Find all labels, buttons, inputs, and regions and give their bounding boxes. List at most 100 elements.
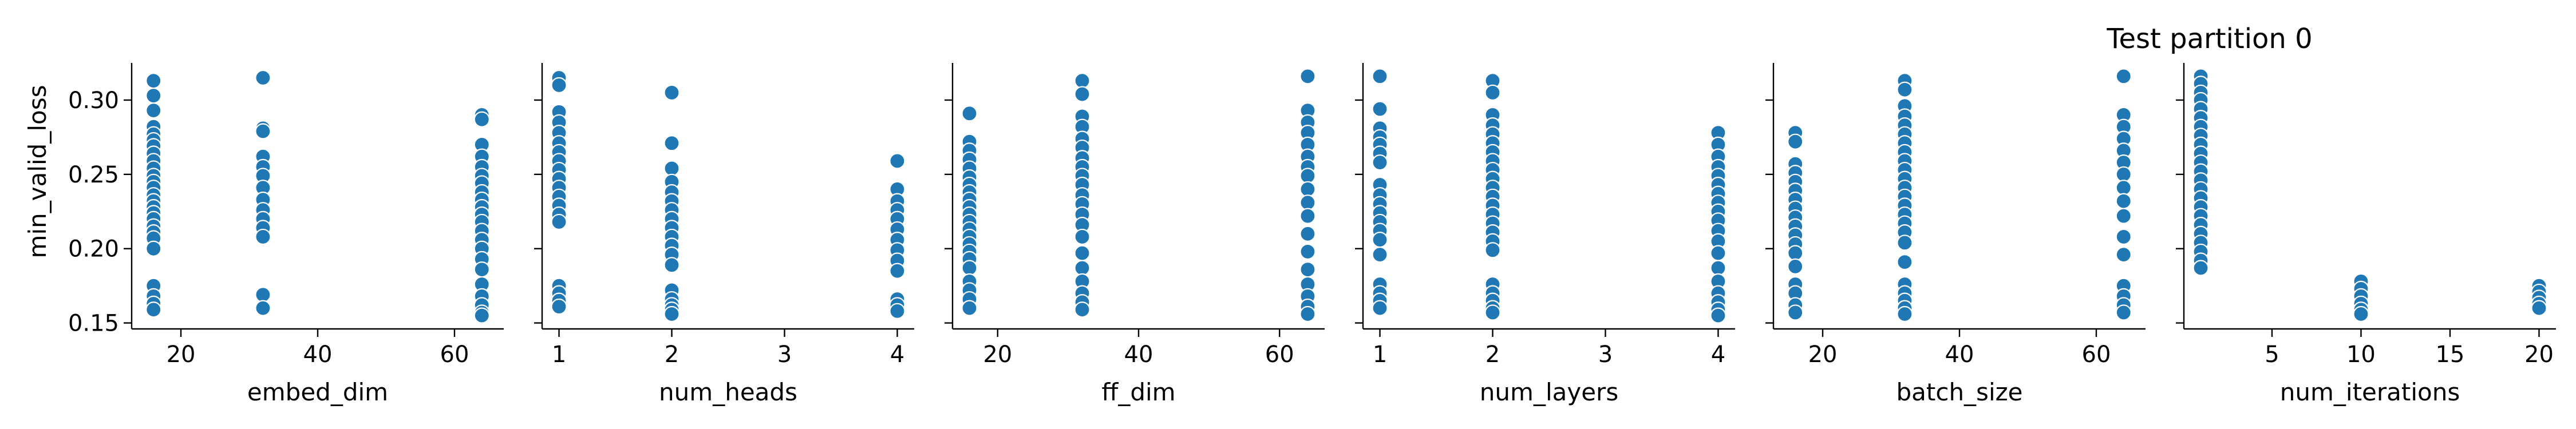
- data-point: [145, 102, 162, 119]
- data-point: [551, 77, 567, 94]
- data-point: [1299, 208, 1316, 224]
- data-point: [663, 305, 680, 323]
- data-point: [2115, 180, 2132, 196]
- x-tick-label: 10: [2346, 341, 2376, 368]
- data-point: [145, 240, 162, 257]
- data-point: [1484, 304, 1501, 321]
- data-point: [473, 261, 490, 278]
- data-point: [961, 300, 978, 316]
- x-axis-label: ff_dim: [1101, 378, 1175, 406]
- data-point: [1372, 68, 1388, 85]
- data-point: [1710, 260, 1726, 276]
- x-tick-label: 40: [1945, 341, 1974, 368]
- data-point: [2115, 68, 2132, 85]
- data-point: [2115, 193, 2132, 209]
- data-point: [1299, 194, 1316, 211]
- panel-num_iterations: 5 10 15 20 num_iterations: [2176, 63, 2556, 406]
- data-point: [1299, 243, 1316, 260]
- data-point: [1074, 260, 1091, 276]
- x-tick-label: 4: [1711, 341, 1725, 368]
- panels: 0.15 0.20 0.25 0.30 20 40 60 embed_dim 1 2 3 4 num_h…: [68, 63, 2556, 406]
- data-point: [551, 213, 567, 231]
- data-point: [1074, 245, 1091, 261]
- data-point: [2115, 228, 2132, 245]
- data-point: [2531, 300, 2547, 316]
- data-point: [1897, 81, 1913, 98]
- data-point: [1372, 300, 1388, 316]
- data-point: [2115, 208, 2132, 224]
- data-point: [145, 73, 162, 89]
- data-point: [145, 88, 162, 104]
- x-tick-label: 2: [1485, 341, 1500, 368]
- data-point: [1897, 235, 1913, 251]
- data-point: [2353, 305, 2369, 323]
- data-point: [1074, 301, 1091, 318]
- y-tick-label: 0.30: [68, 88, 119, 114]
- x-axis-label: num_iterations: [2280, 378, 2460, 406]
- data-point: [1299, 68, 1316, 85]
- x-tick-label: 60: [2082, 341, 2111, 368]
- data-point: [663, 135, 680, 152]
- data-point: [1897, 254, 1913, 271]
- data-point: [2115, 166, 2132, 182]
- x-tick-label: 1: [552, 341, 566, 368]
- x-tick-label: 40: [303, 341, 333, 368]
- y-tick-label: 0.15: [68, 311, 119, 337]
- data-point: [1299, 305, 1316, 323]
- data-point: [255, 300, 271, 316]
- data-point: [663, 257, 680, 273]
- data-point: [1299, 261, 1316, 278]
- data-point: [1787, 258, 1804, 275]
- data-point: [961, 105, 978, 122]
- x-tick-label: 40: [1124, 341, 1153, 368]
- x-tick-label: 3: [777, 341, 792, 368]
- x-tick-label: 60: [440, 341, 469, 368]
- x-tick-label: 5: [2265, 341, 2279, 368]
- data-point: [1299, 225, 1316, 242]
- panel-ff_dim: 20 40 60 ff_dim: [945, 63, 1325, 406]
- data-point: [1372, 101, 1388, 117]
- data-point: [1372, 247, 1388, 263]
- x-axis-label: embed_dim: [247, 378, 388, 406]
- x-tick-label: 20: [1808, 341, 1838, 368]
- data-point: [2115, 304, 2132, 321]
- data-point: [1787, 133, 1804, 150]
- data-point: [551, 298, 567, 315]
- data-point: [255, 123, 271, 140]
- x-tick-label: 60: [1265, 341, 1294, 368]
- data-point: [2115, 247, 2132, 263]
- data-point: [1787, 304, 1804, 321]
- data-point: [255, 228, 271, 245]
- data-point: [1710, 245, 1726, 261]
- data-point: [663, 84, 680, 101]
- data-point: [1299, 168, 1316, 184]
- panel-batch_size: 20 40 60 batch_size: [1765, 63, 2146, 406]
- x-axis-label: num_layers: [1480, 378, 1618, 406]
- y-tick-label: 0.20: [68, 236, 119, 263]
- x-tick-label: 3: [1598, 341, 1613, 368]
- figure-title: Test partition 0: [2106, 23, 2312, 55]
- data-point: [255, 287, 271, 303]
- data-point: [1484, 242, 1501, 259]
- data-point: [889, 153, 906, 169]
- x-tick-label: 2: [665, 341, 679, 368]
- x-tick-label: 20: [167, 341, 196, 368]
- y-tick-label: 0.25: [68, 162, 119, 188]
- x-tick-label: 4: [890, 341, 904, 368]
- data-point: [1074, 228, 1091, 245]
- data-point: [1074, 73, 1091, 89]
- data-point: [1787, 245, 1804, 261]
- x-tick-label: 20: [983, 341, 1012, 368]
- data-point: [1372, 154, 1388, 171]
- y-axis-label: min_valid_loss: [23, 85, 52, 259]
- data-point: [1484, 84, 1501, 101]
- x-axis-label: batch_size: [1896, 378, 2022, 406]
- data-point: [1372, 232, 1388, 248]
- data-point: [473, 111, 490, 128]
- panel-num_layers: 1 2 3 4 num_layers: [1355, 63, 1735, 406]
- data-point: [145, 301, 162, 318]
- data-point: [473, 307, 490, 324]
- data-point: [255, 69, 271, 86]
- x-tick-label: 15: [2435, 341, 2464, 368]
